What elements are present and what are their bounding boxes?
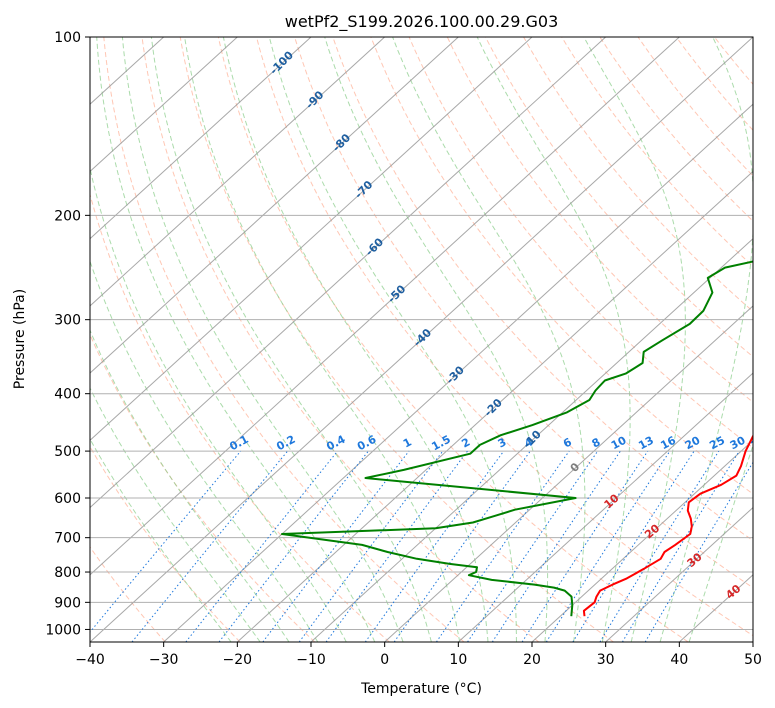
- mixing-ratio-line: [467, 450, 599, 642]
- mixing-ratio-label: 20: [683, 433, 703, 452]
- x-tick-label: 20: [523, 652, 541, 668]
- y-tick-label: 600: [54, 491, 81, 507]
- mixing-ratio-line: [599, 450, 720, 642]
- moist-adiabat-line: [659, 37, 753, 642]
- dry-adiabat-line: [141, 37, 540, 642]
- dry-adiabat-line: [90, 192, 390, 642]
- mixing-ratio-label: 16: [658, 434, 678, 453]
- dry-adiabat-line: [484, 37, 753, 358]
- dry-adiabat-line: [370, 37, 753, 495]
- dry-adiabat-line: [599, 37, 753, 222]
- isotherm-line: [90, 37, 753, 642]
- moist-adiabat-line: [222, 37, 489, 642]
- mixing-ratio-label: 13: [636, 434, 656, 453]
- dry-adiabat-line: [179, 37, 614, 642]
- moist-adiabat-line: [688, 444, 753, 642]
- moist-adiabat-line: [90, 259, 319, 642]
- x-tick-label: 50: [744, 652, 762, 668]
- isotherm-line: [236, 170, 753, 642]
- x-tick-label: −10: [296, 652, 326, 668]
- mixing-ratio-label: 10: [609, 433, 629, 452]
- moist-adiabat-line: [184, 37, 461, 642]
- isotherm-line: [90, 37, 386, 307]
- mixing-ratio-line: [545, 450, 671, 642]
- dry-adiabat-line: [217, 37, 689, 642]
- y-tick-label: 700: [54, 531, 81, 547]
- dry-adiabat-line: [103, 37, 465, 642]
- moist-adiabat-line: [392, 37, 586, 642]
- x-tick-label: 40: [670, 652, 688, 668]
- y-tick-label: 1000: [45, 622, 81, 638]
- isotherm-line: [90, 37, 459, 374]
- y-tick-label: 500: [54, 444, 81, 460]
- dry-adiabat-line: [637, 37, 753, 177]
- isotherm-line: [384, 305, 753, 642]
- isotherm-line: [457, 372, 753, 642]
- isotherm-line: [90, 37, 533, 442]
- moist-adiabat-line: [90, 165, 347, 642]
- mixing-ratio-line: [572, 450, 695, 642]
- mixing-ratio-line: [90, 450, 242, 633]
- x-tick-label: 0: [380, 652, 389, 668]
- moist-adiabat-line: [583, 37, 686, 642]
- isotherm-line: [163, 103, 753, 642]
- chart-title: wetPf2_S199.2026.100.00.29.G03: [285, 12, 559, 32]
- dewpoint-line: [281, 260, 753, 617]
- moist-adiabat-line: [90, 328, 290, 642]
- dry-adiabat-line: [446, 37, 753, 403]
- y-tick-label: 300: [54, 313, 81, 329]
- temperature-line: [582, 433, 753, 617]
- mixing-ratio-line: [185, 450, 338, 642]
- moist-adiabat-line: [268, 37, 517, 642]
- x-tick-label: −40: [75, 652, 105, 668]
- isotherm-line: [310, 237, 753, 642]
- y-tick-label: 100: [54, 30, 81, 46]
- mixing-ratio-line: [262, 450, 410, 642]
- mixing-ratio-line: [644, 461, 753, 642]
- x-tick-label: 10: [449, 652, 467, 668]
- x-axis-label: Temperature (°C): [360, 681, 482, 697]
- mixing-ratio-label: 36: [749, 434, 769, 453]
- dry-adiabat-line: [332, 37, 753, 542]
- axes: −40 −30 −20 −10 0 10 20 30 40 50 100 200 300 400 500 60…: [45, 30, 762, 668]
- y-tick-label: 400: [54, 387, 81, 403]
- isotherm-line: [605, 506, 753, 642]
- plot-frame: [89, 36, 754, 643]
- isotherm-line: [90, 37, 312, 240]
- y-tick-label: 900: [54, 595, 81, 611]
- moist-adiabat-line: [121, 37, 404, 642]
- moist-adiabat-line: [476, 37, 631, 642]
- x-tick-label: −20: [223, 652, 253, 668]
- isotherm-line: [531, 439, 753, 642]
- mixing-ratio-line: [621, 450, 740, 642]
- moist-adiabat-line: [324, 37, 549, 642]
- moist-adiabat-line: [90, 438, 232, 642]
- isotherm-line: [90, 37, 680, 576]
- isotherm-line: [90, 37, 238, 173]
- dry-adiabat-line: [90, 333, 316, 642]
- x-tick-label: 30: [597, 652, 615, 668]
- mixing-ratio-line: [393, 450, 531, 642]
- mixing-ratio-line: [364, 450, 505, 642]
- moist-adiabat-line: [90, 387, 261, 642]
- mixing-ratio-label: 25: [707, 434, 727, 453]
- y-axis-label: Pressure (hPa): [12, 289, 28, 389]
- isotherm-line: [90, 37, 607, 509]
- y-tick-label: 200: [54, 208, 81, 224]
- dry-adiabat-line: [256, 37, 753, 637]
- moist-adiabat-line: [150, 37, 432, 642]
- mixing-ratio-line: [218, 450, 369, 642]
- mixing-ratio-line: [131, 450, 288, 642]
- profile-series: [281, 260, 753, 617]
- y-tick-label: 800: [54, 565, 81, 581]
- dry-adiabat-line: [408, 37, 753, 449]
- background-lines: [90, 37, 753, 642]
- mixing-ratio-label: 30: [728, 434, 748, 453]
- x-tick-label: −30: [149, 652, 179, 668]
- dry-adiabat-line: [294, 37, 753, 589]
- dry-adiabat-line: [523, 37, 753, 313]
